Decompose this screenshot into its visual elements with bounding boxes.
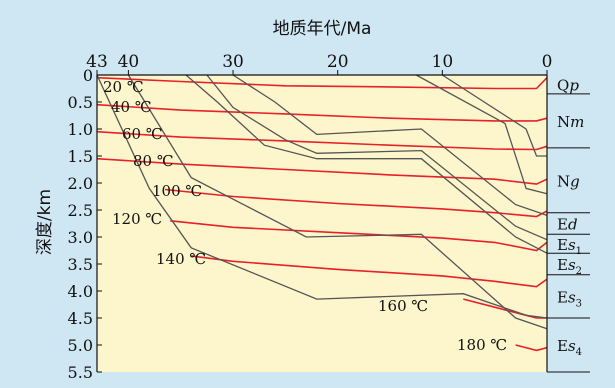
burial-curve-4 <box>232 74 548 217</box>
isotherm-group <box>96 76 548 352</box>
strata-label: Nm <box>557 113 584 131</box>
x-tick-label: 10 <box>432 52 454 72</box>
isotherm-line-5 <box>170 220 548 252</box>
isotherm-line-0 <box>96 76 548 90</box>
y-tick-label: 5.5 <box>68 363 93 382</box>
plot-area <box>97 75 547 372</box>
y-tick-label: 2.0 <box>68 174 93 193</box>
y-axis-title: 深度/km <box>35 189 55 255</box>
isotherm-label: 80 ℃ <box>133 152 174 170</box>
x-tick-label: 43 <box>86 52 108 72</box>
isotherm-label: 60 ℃ <box>122 125 163 143</box>
y-tick-label: 1.5 <box>68 147 93 166</box>
burial-curve-3 <box>206 74 548 241</box>
burial-curve-5 <box>415 74 548 195</box>
y-tick-label: 3.5 <box>68 255 93 274</box>
isotherm-label: 100 ℃ <box>152 182 202 200</box>
isotherm-line-2 <box>96 130 548 151</box>
isotherm-label: 40 ℃ <box>111 98 152 116</box>
isotherm-line-3 <box>96 157 548 185</box>
isotherm-label: 140 ℃ <box>156 250 206 268</box>
isotherm-line-8 <box>515 344 548 352</box>
isotherm-label: 120 ℃ <box>112 210 162 228</box>
isotherm-line-1 <box>96 103 548 122</box>
y-tick-label: 1.0 <box>68 120 93 139</box>
burial-curve-0 <box>96 74 548 319</box>
burial-curve-6 <box>441 74 547 157</box>
isotherm-label: 160 ℃ <box>378 297 428 315</box>
axes-group: 43 40 30 20 10 0 0 0.5 1.0 1.5 2.0 2.5 3.0 3.5 4.0 4.5 5… <box>68 52 553 382</box>
y-tick-label: 2.5 <box>68 201 93 220</box>
burial-curve-2 <box>185 74 548 254</box>
x-axis-title: 地质年代/Ma <box>273 19 372 39</box>
strata-label: Ed <box>557 216 578 234</box>
strata-label: Qp <box>557 76 579 94</box>
isotherm-label: 20 ℃ <box>103 78 144 96</box>
y-tick-label: 4.0 <box>68 282 93 301</box>
strata-label: Ng <box>557 172 580 190</box>
isotherm-label: 180 ℃ <box>457 336 507 354</box>
labels-group: 20 ℃ 40 ℃ 60 ℃ 80 ℃ 100 ℃ 120 ℃ 140 ℃ 160 ℃ 180 … <box>103 78 507 354</box>
x-tick-label: 0 <box>542 52 553 72</box>
y-tick-label: 5.0 <box>68 336 93 355</box>
y-tick-label: 4.5 <box>68 309 93 328</box>
x-tick-label: 30 <box>222 52 244 72</box>
y-tick-label: 3.0 <box>68 228 93 247</box>
burial-curve-group <box>96 74 548 330</box>
x-tick-label: 20 <box>327 52 349 72</box>
isotherm-line-6 <box>191 255 548 288</box>
x-tick-label: 40 <box>118 52 140 72</box>
y-tick-label: 0 <box>83 66 93 85</box>
isotherm-line-4 <box>164 188 548 218</box>
burial-curve-1 <box>127 74 548 330</box>
y-tick-label: 0.5 <box>68 93 93 112</box>
